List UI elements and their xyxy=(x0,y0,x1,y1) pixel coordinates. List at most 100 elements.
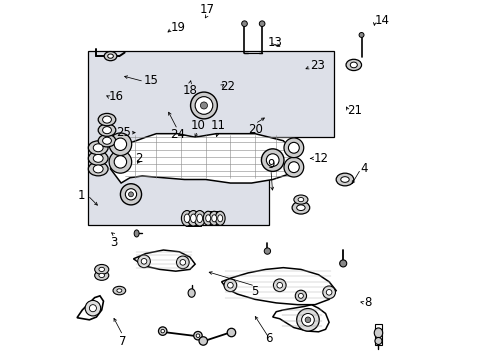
Ellipse shape xyxy=(93,154,103,162)
Ellipse shape xyxy=(88,162,108,176)
Text: 22: 22 xyxy=(220,80,234,93)
Ellipse shape xyxy=(215,211,224,225)
Ellipse shape xyxy=(211,215,216,222)
Bar xyxy=(205,211,220,225)
Ellipse shape xyxy=(227,328,235,337)
Bar xyxy=(374,324,381,345)
Ellipse shape xyxy=(261,149,284,171)
Text: 18: 18 xyxy=(182,84,197,96)
Ellipse shape xyxy=(196,334,199,337)
Ellipse shape xyxy=(98,135,116,147)
Ellipse shape xyxy=(181,211,192,226)
Ellipse shape xyxy=(373,328,382,338)
Text: 24: 24 xyxy=(170,129,184,141)
Ellipse shape xyxy=(102,116,111,123)
Text: 20: 20 xyxy=(247,123,262,136)
Ellipse shape xyxy=(89,305,96,312)
Ellipse shape xyxy=(197,214,202,222)
Ellipse shape xyxy=(295,290,306,301)
Ellipse shape xyxy=(205,215,210,222)
Text: 21: 21 xyxy=(346,104,361,117)
Text: 1: 1 xyxy=(78,189,85,202)
Ellipse shape xyxy=(102,137,111,144)
Ellipse shape xyxy=(224,279,236,292)
Ellipse shape xyxy=(93,165,103,173)
Ellipse shape xyxy=(288,142,299,153)
Ellipse shape xyxy=(107,54,113,58)
Ellipse shape xyxy=(288,162,299,172)
Text: 4: 4 xyxy=(360,162,367,175)
Ellipse shape xyxy=(241,21,247,27)
Text: 8: 8 xyxy=(364,296,371,309)
Text: 12: 12 xyxy=(313,152,327,165)
Ellipse shape xyxy=(180,260,185,265)
Ellipse shape xyxy=(128,192,133,197)
Ellipse shape xyxy=(125,189,136,200)
Text: 17: 17 xyxy=(200,3,215,15)
Ellipse shape xyxy=(199,337,207,345)
Ellipse shape xyxy=(374,337,381,345)
Ellipse shape xyxy=(203,211,213,225)
Ellipse shape xyxy=(193,332,202,340)
Ellipse shape xyxy=(161,329,164,333)
Ellipse shape xyxy=(335,173,353,186)
Polygon shape xyxy=(272,305,328,332)
Ellipse shape xyxy=(141,258,146,264)
Text: 11: 11 xyxy=(210,119,225,132)
Ellipse shape xyxy=(134,230,139,237)
Text: 15: 15 xyxy=(144,74,159,87)
Ellipse shape xyxy=(188,289,195,297)
Text: 14: 14 xyxy=(374,14,389,27)
Bar xyxy=(185,211,201,226)
Ellipse shape xyxy=(259,21,264,27)
Text: 13: 13 xyxy=(267,36,282,49)
Ellipse shape xyxy=(266,154,279,166)
Ellipse shape xyxy=(346,59,361,71)
Ellipse shape xyxy=(190,214,196,222)
Ellipse shape xyxy=(113,286,125,295)
Ellipse shape xyxy=(227,283,233,288)
Ellipse shape xyxy=(158,327,166,335)
Ellipse shape xyxy=(264,248,270,254)
Ellipse shape xyxy=(187,211,199,226)
Ellipse shape xyxy=(88,152,108,165)
Ellipse shape xyxy=(117,289,122,292)
Text: 10: 10 xyxy=(190,119,205,132)
Text: 9: 9 xyxy=(266,158,274,171)
Text: 3: 3 xyxy=(110,236,118,249)
Ellipse shape xyxy=(85,301,101,316)
Ellipse shape xyxy=(200,102,207,109)
Text: 5: 5 xyxy=(251,285,258,298)
Ellipse shape xyxy=(109,150,131,173)
Ellipse shape xyxy=(98,113,116,126)
Ellipse shape xyxy=(99,267,104,271)
Ellipse shape xyxy=(296,205,305,211)
Text: 25: 25 xyxy=(116,126,131,139)
Ellipse shape xyxy=(195,97,212,114)
Ellipse shape xyxy=(296,309,319,331)
Ellipse shape xyxy=(293,195,307,204)
Ellipse shape xyxy=(209,211,219,225)
Ellipse shape xyxy=(98,124,116,136)
Ellipse shape xyxy=(284,138,303,158)
Ellipse shape xyxy=(325,289,331,295)
Text: 7: 7 xyxy=(119,335,126,348)
Ellipse shape xyxy=(120,184,141,205)
Text: 23: 23 xyxy=(309,59,324,72)
Ellipse shape xyxy=(276,283,282,288)
Ellipse shape xyxy=(109,133,131,156)
Polygon shape xyxy=(221,267,335,305)
Ellipse shape xyxy=(102,127,111,134)
Ellipse shape xyxy=(298,293,303,298)
Ellipse shape xyxy=(305,317,310,323)
Text: 6: 6 xyxy=(265,332,272,345)
Ellipse shape xyxy=(93,144,103,152)
Polygon shape xyxy=(110,134,297,183)
Ellipse shape xyxy=(190,92,217,119)
Ellipse shape xyxy=(194,211,205,226)
Text: 2: 2 xyxy=(135,152,142,165)
Ellipse shape xyxy=(95,265,108,274)
Ellipse shape xyxy=(349,62,357,68)
Ellipse shape xyxy=(339,260,346,267)
Ellipse shape xyxy=(301,314,314,326)
